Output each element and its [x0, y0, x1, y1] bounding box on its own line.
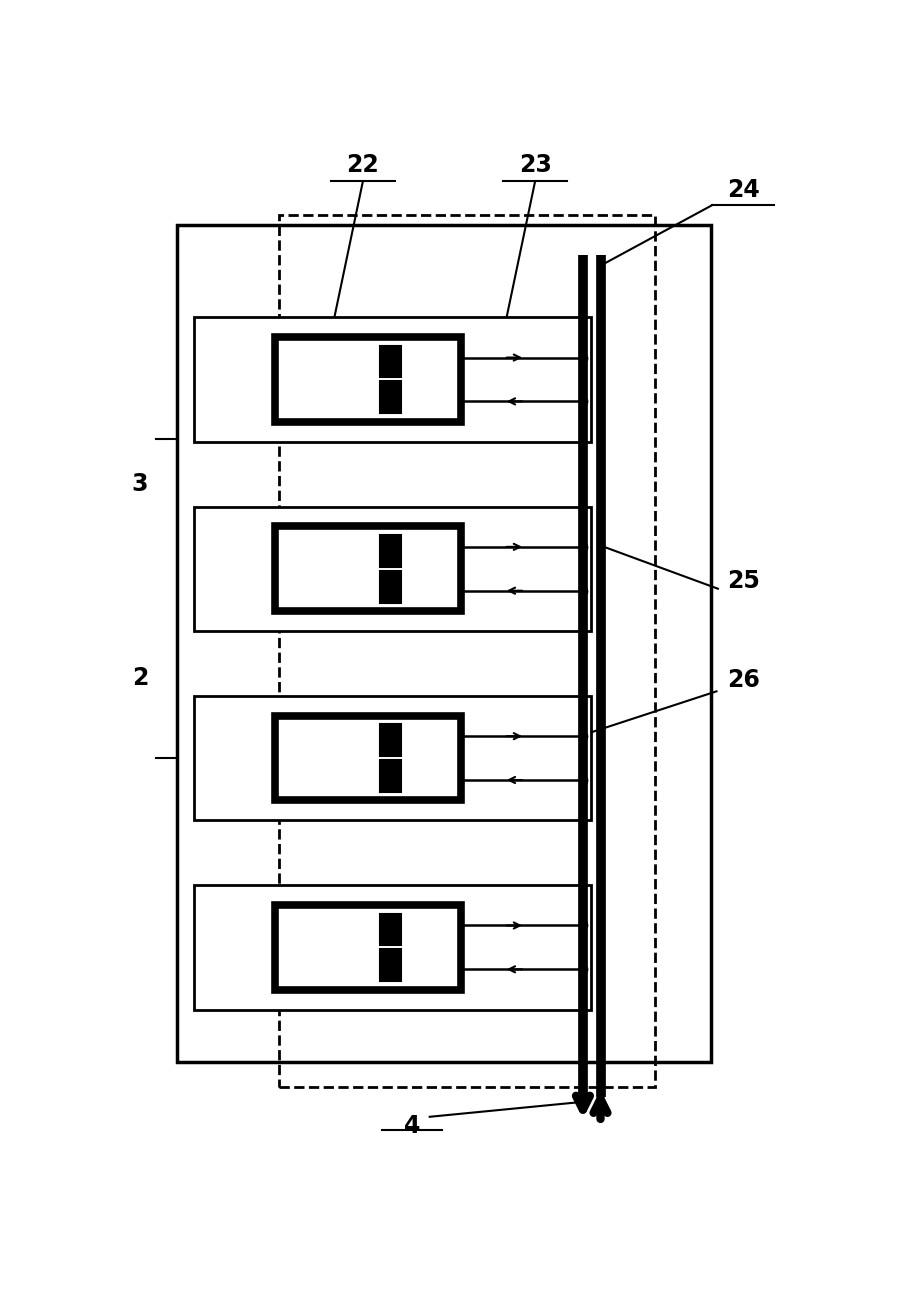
Text: 23: 23: [519, 153, 551, 177]
Text: 26: 26: [727, 669, 760, 692]
Bar: [275, 905, 462, 990]
Bar: [275, 338, 462, 422]
Bar: [380, 725, 401, 756]
Bar: [380, 760, 401, 792]
Bar: [194, 696, 591, 820]
Bar: [380, 534, 401, 567]
Bar: [380, 914, 401, 946]
Bar: [275, 716, 462, 801]
Text: 4: 4: [404, 1114, 420, 1137]
Text: 22: 22: [346, 153, 379, 177]
Text: 24: 24: [727, 179, 759, 202]
Bar: [380, 571, 401, 603]
Bar: [380, 382, 401, 413]
Bar: [177, 225, 711, 1062]
Text: 25: 25: [727, 569, 760, 593]
Bar: [380, 345, 401, 378]
Bar: [194, 885, 591, 1009]
Bar: [194, 317, 591, 441]
Bar: [275, 527, 462, 611]
Bar: [278, 215, 655, 1087]
Bar: [380, 950, 401, 981]
Bar: [194, 506, 591, 631]
Text: 3: 3: [132, 472, 149, 496]
Text: 2: 2: [132, 666, 148, 691]
